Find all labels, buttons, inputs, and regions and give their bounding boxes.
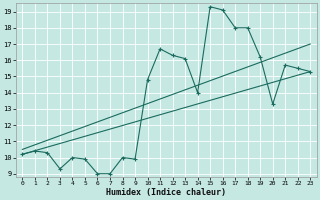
X-axis label: Humidex (Indice chaleur): Humidex (Indice chaleur) [106,188,226,197]
